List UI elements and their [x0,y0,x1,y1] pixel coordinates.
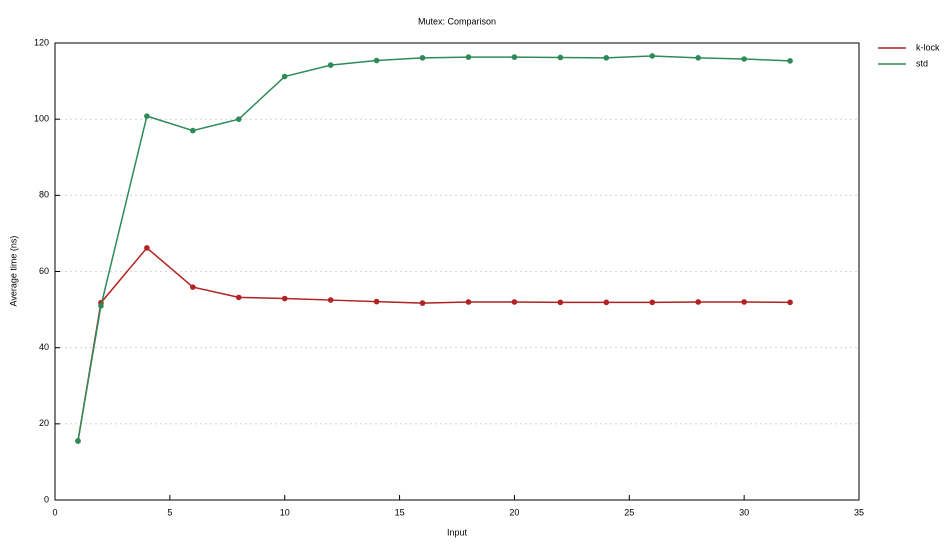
x-tick-label: 30 [739,507,749,517]
data-point [190,127,196,134]
data-point [511,54,518,60]
x-tick-label: 20 [509,507,519,517]
legend-label: k-lock [916,42,940,52]
data-point [75,438,81,444]
x-tick-label: 5 [167,507,172,517]
data-point [603,55,610,61]
data-point [144,113,150,119]
data-point [419,55,426,61]
data-point [373,298,380,305]
data-point [649,299,656,306]
x-tick-label: 35 [854,507,864,517]
series-line [77,55,791,442]
data-point [281,73,288,80]
data-point [557,299,564,306]
data-point [787,58,793,64]
data-point [695,55,701,61]
data-point [419,300,426,306]
y-tick-label: 0 [44,494,49,504]
y-tick-label: 120 [34,37,49,47]
y-tick-label: 100 [34,114,49,124]
data-point [603,299,610,306]
legend-label: std [916,58,928,68]
y-axis-label: Average time (ns) [8,236,18,307]
data-point [695,299,701,305]
series-line [77,246,791,442]
data-point [190,284,196,290]
x-tick-label: 10 [280,507,290,517]
plot-frame [54,42,860,501]
data-point [649,53,656,59]
chart-title: Mutex: Comparison [418,16,496,26]
x-axis-label: Input [447,527,468,537]
x-tick-label: 15 [395,507,405,517]
data-point [373,57,380,64]
data-point [511,299,518,305]
data-point [465,299,472,305]
x-tick-label: 25 [624,507,634,517]
y-tick-label: 80 [39,190,49,200]
y-tick-label: 20 [39,418,49,428]
data-point [465,54,472,60]
data-point [327,297,334,303]
data-point [557,54,564,61]
data-point [235,294,242,301]
data-point [741,56,747,62]
y-tick-label: 60 [39,266,49,276]
x-tick-label: 0 [52,507,57,517]
data-point [741,299,747,305]
data-point [235,116,242,122]
data-point [327,62,334,68]
y-tick-label: 40 [39,342,49,352]
data-point [98,302,104,309]
data-point [281,295,288,302]
data-point [787,299,793,306]
data-point [144,245,150,251]
